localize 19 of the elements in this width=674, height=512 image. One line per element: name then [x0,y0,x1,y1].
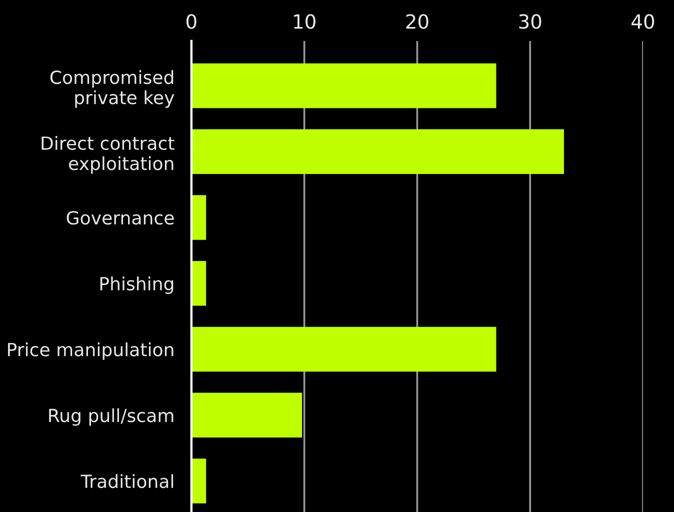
y-tick-label: Phishing [100,276,174,294]
x-tick-label: 0 [186,14,196,29]
x-tick-label: 20 [406,14,428,29]
y-tick-label: Price manipulation [8,342,174,360]
y-tick-label: Governance [66,210,174,225]
bar [191,261,206,306]
bar [191,458,206,504]
x-tick-label: 30 [519,14,542,29]
x-tick-label: 40 [632,14,654,29]
x-tick-label: 10 [294,14,316,29]
y-tick-label: Rug pull/scam [49,408,174,426]
bar [191,129,564,174]
bar [191,392,302,438]
bar [191,63,496,108]
bar [191,195,206,240]
y-tick-label: Direct contract exploitation [42,136,174,174]
y-tick-label: Compromised private key [50,70,174,108]
y-tick-label: Traditional [80,474,174,488]
bar [191,326,496,372]
